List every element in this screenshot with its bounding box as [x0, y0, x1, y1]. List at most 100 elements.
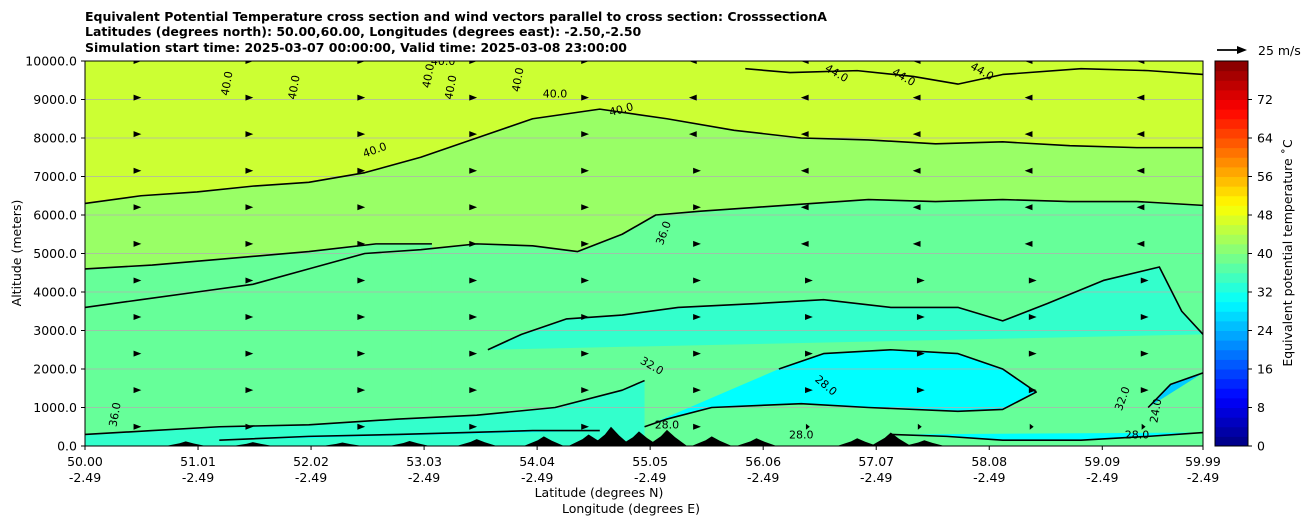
colorbar-tick-label-5: 40 [1257, 246, 1273, 261]
wind-arrow [912, 131, 921, 138]
x-tick-label-lat-3: 53.03 [406, 454, 442, 469]
terrain-peak-10 [691, 436, 732, 446]
wind-arrow [693, 204, 701, 211]
x-tick-label-lon-0: -2.49 [69, 470, 101, 485]
colorbar-segment-20 [1215, 243, 1248, 254]
contour-36-2 [85, 198, 1203, 309]
colorbar-tick-label-9: 72 [1257, 92, 1273, 107]
wind-arrow [357, 131, 366, 138]
field-band-28-2 [890, 432, 1203, 441]
contour-28-7 [219, 429, 600, 442]
y-tick-label-0: 0.0 [57, 439, 77, 454]
colorbar-segment-14 [1215, 301, 1248, 312]
colorbar-segment-11 [1215, 330, 1248, 341]
y-tick-label-2: 2000.0 [33, 362, 77, 377]
colorbar-segment-33 [1215, 118, 1248, 129]
field-band-32-1 [85, 380, 645, 446]
wind-arrow [357, 61, 366, 64]
wind-arrow [1136, 167, 1145, 174]
colorbar-segment-3 [1215, 407, 1248, 418]
wind-arrow [581, 350, 590, 357]
colorbar-segment-7 [1215, 369, 1248, 380]
terrain-peak-0 [165, 441, 206, 446]
wind-arrow [581, 167, 590, 174]
field-band-32-0 [487, 266, 1203, 350]
wind-arrow [581, 240, 590, 247]
wind-arrow [581, 277, 590, 284]
contour-label-5: 40.0 [608, 100, 635, 119]
wind-arrow [581, 94, 590, 101]
x-tick-label-lon-4: -2.49 [521, 470, 553, 485]
wind-arrow [245, 61, 254, 64]
colorbar-segment-8 [1215, 359, 1248, 370]
wind-arrow [912, 167, 921, 174]
wind-arrow [469, 277, 478, 284]
x-tick-label-lat-1: 51.01 [180, 454, 216, 469]
y-tick-label-5: 5000.0 [33, 246, 77, 261]
wind-arrow [133, 423, 142, 430]
contour-label-4: 40.0 [543, 88, 568, 101]
wind-arrow [469, 61, 478, 64]
colorbar-segment-21 [1215, 234, 1248, 245]
wind-arrow [1140, 350, 1149, 357]
field-band-36-1 [85, 243, 432, 446]
colorbar-segment-15 [1215, 292, 1248, 303]
wind-arrow [916, 314, 925, 321]
contour-label-3: 40.0 [442, 74, 459, 100]
wind-arrow [133, 350, 142, 357]
colorbar-segment-9 [1215, 349, 1248, 360]
wind-arrow [916, 387, 925, 394]
colorbar-tick-label-4: 32 [1257, 285, 1273, 300]
wind-arrow [245, 131, 254, 138]
wind-arrow [1141, 423, 1146, 430]
x-tick-label-lon-5: -2.49 [634, 470, 666, 485]
wind-arrow [805, 350, 813, 357]
terrain-peak-7 [590, 426, 632, 446]
x-axis-label-2: Longitude (degrees E) [562, 501, 700, 516]
wind-arrow [245, 387, 254, 394]
x-tick-label-lat-6: 56.06 [745, 454, 781, 469]
wind-arrow [133, 131, 142, 138]
wind-arrow [469, 240, 478, 247]
wind-arrow [805, 314, 813, 321]
wind-arrow [469, 94, 478, 101]
contour-36-3 [85, 243, 432, 270]
x-tick-label-lon-6: -2.49 [747, 470, 779, 485]
terrain [165, 426, 945, 446]
colorbar-segment-18 [1215, 263, 1248, 274]
wind-arrow [1028, 387, 1037, 394]
x-tick-label-lat-2: 52.02 [293, 454, 329, 469]
wind-arrow [1028, 350, 1037, 357]
colorbar-segment-23 [1215, 215, 1248, 226]
y-tick-label-8: 8000.0 [33, 131, 77, 146]
wind-arrow [1028, 314, 1037, 321]
wind-arrow [245, 204, 254, 211]
contour-28-6 [644, 348, 1038, 428]
colorbar-segment-36 [1215, 89, 1248, 100]
x-tick-label-lon-9: -2.49 [1086, 470, 1118, 485]
colorbar-tick-label-3: 24 [1257, 323, 1273, 338]
wind-arrow [581, 423, 590, 430]
wind-arrow [357, 167, 366, 174]
wind-arrow [1024, 94, 1033, 101]
wind-arrow [805, 387, 813, 394]
wind-arrow [800, 167, 809, 174]
wind-arrow [693, 387, 701, 394]
wind-arrow [581, 204, 590, 211]
wind-arrow [133, 277, 142, 284]
colorbar-segment-39 [1215, 61, 1248, 72]
wind-arrow [357, 314, 366, 321]
y-tick-label-4: 4000.0 [33, 285, 77, 300]
x-tick-label-lat-8: 58.08 [971, 454, 1007, 469]
colorbar-tick-label-7: 56 [1257, 169, 1273, 184]
wind-arrow [693, 167, 701, 174]
colorbar-segment-1 [1215, 426, 1248, 437]
wind-arrow [357, 423, 366, 430]
wind-arrow [693, 277, 701, 284]
wind-arrow [912, 61, 921, 64]
colorbar-segment-17 [1215, 272, 1248, 283]
x-tick-label-lat-4: 54.04 [519, 454, 555, 469]
wind-arrow [688, 131, 697, 138]
wind-arrow [917, 423, 922, 430]
